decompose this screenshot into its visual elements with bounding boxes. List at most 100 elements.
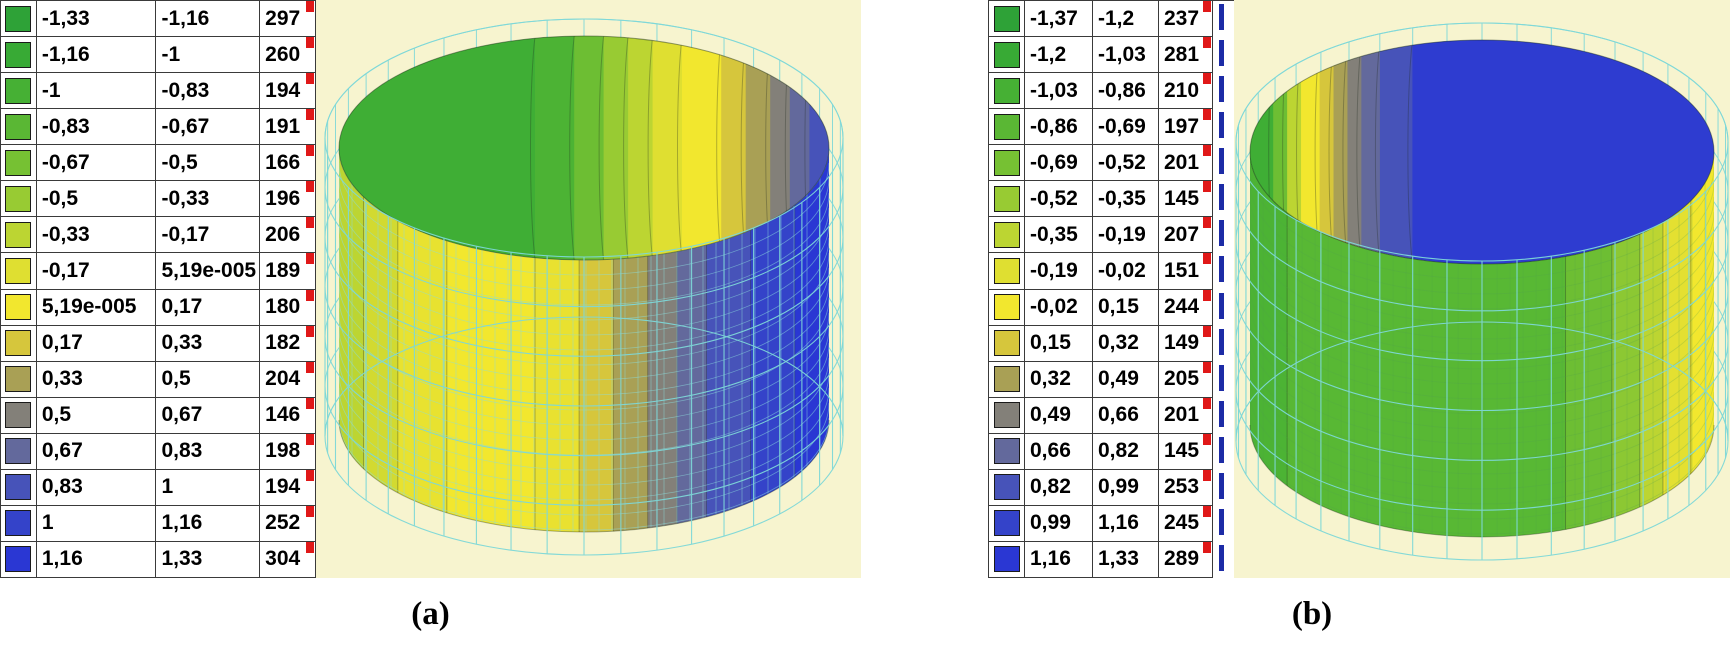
legend-color-swatch [989, 289, 1025, 326]
red-tick-marker [305, 181, 314, 193]
legend-element-count: 151 [1159, 253, 1213, 290]
legend-range-from: 0,5 [36, 397, 157, 434]
legend-color-swatch [1, 433, 37, 470]
blue-bar-marker [1219, 220, 1224, 247]
red-tick-marker [1203, 37, 1211, 49]
red-tick-marker [305, 1, 314, 12]
legend-range-from: -0,69 [1025, 145, 1093, 182]
legend-range-from: -1,03 [1025, 73, 1093, 110]
blue-bar-marker [1219, 256, 1224, 283]
legend-range-from: -0,02 [1025, 289, 1093, 326]
legend-range-to: 0,33 [156, 325, 261, 362]
legend-row: 5,19e-005 0,17 180 [1, 289, 316, 326]
legend-row: 0,32 0,49 205 [989, 361, 1234, 398]
legend-range-to: 0,67 [156, 397, 261, 434]
red-tick-marker [305, 433, 314, 445]
legend-element-count: 149 [1159, 325, 1213, 362]
legend-range-from: 0,33 [36, 361, 157, 398]
legend-row: 1 1,16 252 [1, 505, 316, 542]
legend-element-count: 180 [260, 289, 316, 326]
red-tick-marker [1203, 289, 1211, 301]
legend-element-count: 252 [260, 505, 316, 542]
legend-color-swatch [989, 181, 1025, 218]
legend-element-count: 204 [260, 361, 316, 398]
legend-range-from: 1,16 [1025, 541, 1093, 578]
legend-range-to: -0,67 [156, 109, 261, 146]
legend-row: 1,16 1,33 304 [1, 541, 316, 578]
legend-element-count: 189 [260, 253, 316, 290]
legend-color-swatch [1, 109, 37, 146]
legend-range-to: -0,17 [156, 217, 261, 254]
legend-range-from: -1,37 [1025, 1, 1093, 38]
legend-range-to: -0,33 [156, 181, 261, 218]
legend-range-from: -1 [36, 73, 157, 110]
legend-element-count: 194 [260, 73, 316, 110]
legend-range-to: 1,16 [156, 505, 261, 542]
red-tick-marker [1203, 469, 1211, 481]
blue-bar-marker [1219, 76, 1224, 103]
legend-table-a: -1,33 -1,16 297 -1,16 -1 260 -1 -0,83 194 -0,83 -0… [0, 0, 316, 578]
legend-range-to: -1,03 [1093, 37, 1159, 74]
blue-bar-marker [1219, 40, 1224, 67]
legend-row: -0,5 -0,33 196 [1, 181, 316, 218]
legend-range-to: -0,5 [156, 145, 261, 182]
legend-element-count: 196 [260, 181, 316, 218]
legend-color-swatch [1, 217, 37, 254]
legend-range-from: -0,83 [36, 109, 157, 146]
legend-element-count: 207 [1159, 217, 1213, 254]
legend-row: -0,67 -0,5 166 [1, 145, 316, 182]
red-tick-marker [305, 541, 314, 553]
legend-range-to: -1,16 [156, 1, 261, 38]
legend-row: -1,33 -1,16 297 [1, 1, 316, 38]
legend-range-from: 0,83 [36, 469, 157, 506]
legend-range-from: -0,5 [36, 181, 157, 218]
legend-element-count: 244 [1159, 289, 1213, 326]
legend-range-from: 5,19e-005 [36, 289, 157, 326]
legend-element-count: 253 [1159, 469, 1213, 506]
red-tick-marker [305, 109, 314, 121]
legend-range-from: 0,99 [1025, 505, 1093, 542]
legend-range-to: 1,33 [1093, 541, 1159, 578]
legend-range-from: -1,33 [36, 1, 157, 38]
blue-bar-marker [1219, 4, 1224, 30]
legend-color-swatch [989, 433, 1025, 470]
legend-row: 0,15 0,32 149 [989, 325, 1234, 362]
legend-range-to: 5,19e-005 [156, 253, 261, 290]
red-tick-marker [1203, 433, 1211, 445]
legend-range-from: 1 [36, 505, 157, 542]
red-tick-marker [1203, 181, 1211, 193]
caption-row: (a) (b) [0, 578, 1734, 651]
legend-range-to: 0,82 [1093, 433, 1159, 470]
legend-range-to: -1,2 [1093, 1, 1159, 38]
legend-row: 0,67 0,83 198 [1, 433, 316, 470]
legend-color-swatch [1, 253, 37, 290]
red-tick-marker [1203, 505, 1211, 517]
legend-range-to: -1 [156, 37, 261, 74]
legend-row: 0,5 0,67 146 [1, 397, 316, 434]
legend-color-swatch [989, 73, 1025, 110]
legend-range-to: 0,17 [156, 289, 261, 326]
cylinder-contour-plot-b [1234, 0, 1730, 578]
legend-element-count: 210 [1159, 73, 1213, 110]
legend-color-swatch [1, 361, 37, 398]
legend-element-count: 237 [1159, 1, 1213, 38]
legend-row: 0,82 0,99 253 [989, 469, 1234, 506]
red-tick-marker [1203, 253, 1211, 265]
legend-row: 0,49 0,66 201 [989, 397, 1234, 434]
legend-color-swatch [989, 37, 1025, 74]
legend-element-count: 205 [1159, 361, 1213, 398]
contour-view-b [1234, 0, 1730, 578]
red-tick-marker [305, 37, 314, 49]
legend-range-to: 1,16 [1093, 505, 1159, 542]
legend-element-count: 297 [260, 1, 316, 38]
legend-row: 0,33 0,5 204 [1, 361, 316, 398]
legend-range-from: 0,66 [1025, 433, 1093, 470]
legend-color-swatch [1, 1, 37, 38]
legend-range-from: 0,82 [1025, 469, 1093, 506]
legend-color-swatch [1, 397, 37, 434]
legend-element-count: 245 [1159, 505, 1213, 542]
legend-range-from: -0,86 [1025, 109, 1093, 146]
legend-element-count: 145 [1159, 181, 1213, 218]
red-tick-marker [305, 505, 314, 517]
